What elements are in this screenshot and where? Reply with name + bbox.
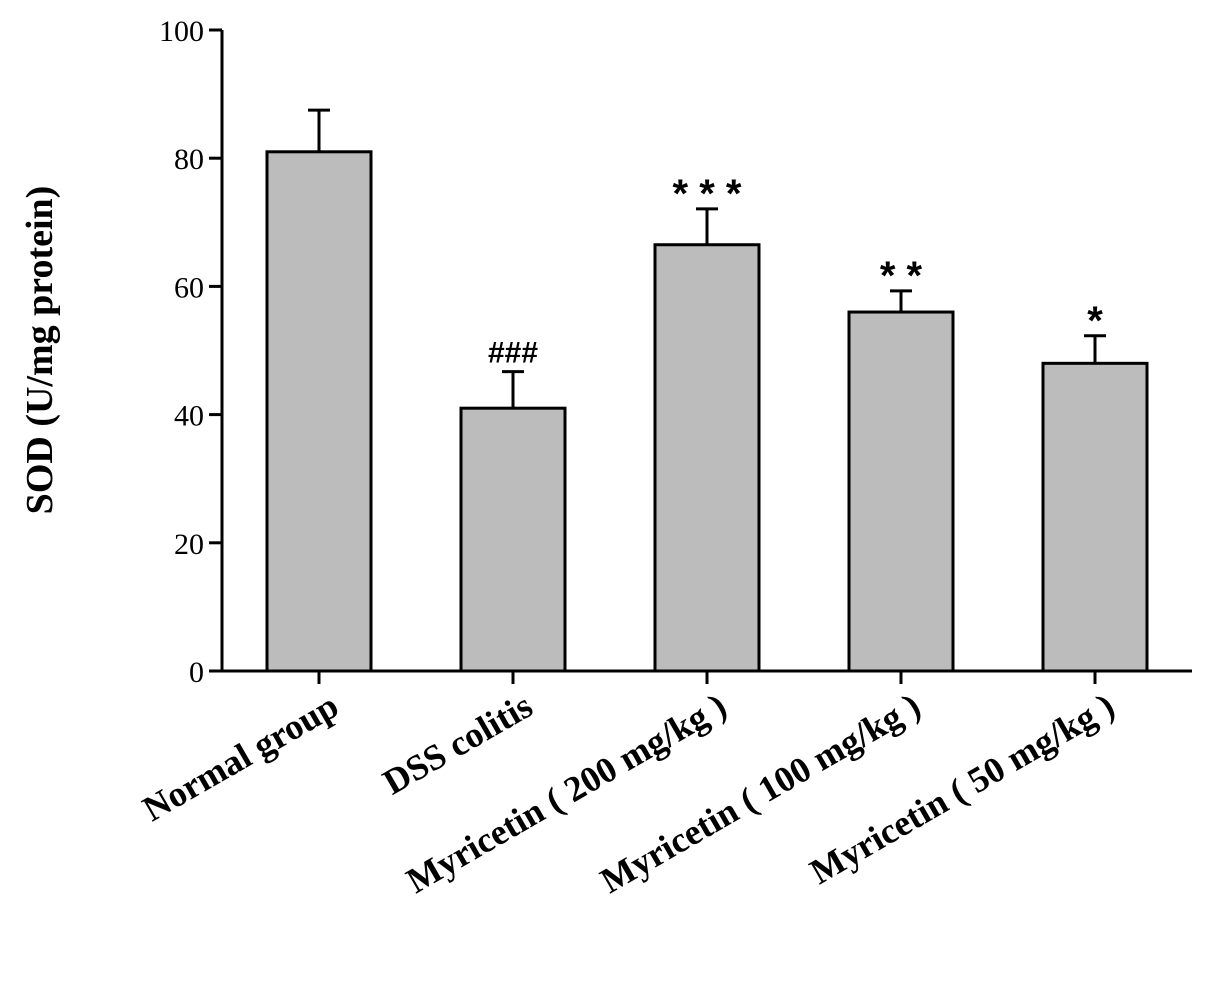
y-tick-label: 60 <box>174 271 204 304</box>
significance-marker: ### <box>488 337 538 370</box>
significance-marker: * * <box>880 254 923 298</box>
significance-marker: * * * <box>673 172 742 216</box>
y-tick-label: 100 <box>159 15 204 48</box>
bar <box>653 243 761 673</box>
category-label: Normal group <box>136 685 345 829</box>
bar <box>847 310 955 673</box>
category-label: DSS colitis <box>376 685 539 802</box>
bar <box>265 150 373 673</box>
y-axis-title: SOD (U/mg protein) <box>19 186 61 515</box>
category-label: Myricetin ( 200 mg/kg ) <box>400 685 733 901</box>
y-tick-label: 40 <box>174 400 204 433</box>
bar <box>459 406 567 673</box>
y-tick-label: 80 <box>174 143 204 176</box>
y-tick-label: 20 <box>174 528 204 561</box>
y-tick-label: 0 <box>189 656 204 689</box>
category-label: Myricetin ( 100 mg/kg ) <box>594 685 927 901</box>
plot-area: 0 20 40 60 80 100 Normal group ### DSS colitis * … <box>136 15 1192 901</box>
bar <box>1041 361 1149 673</box>
category-label: Myricetin ( 50 mg/kg ) <box>803 685 1121 892</box>
significance-marker: * <box>1087 299 1103 343</box>
